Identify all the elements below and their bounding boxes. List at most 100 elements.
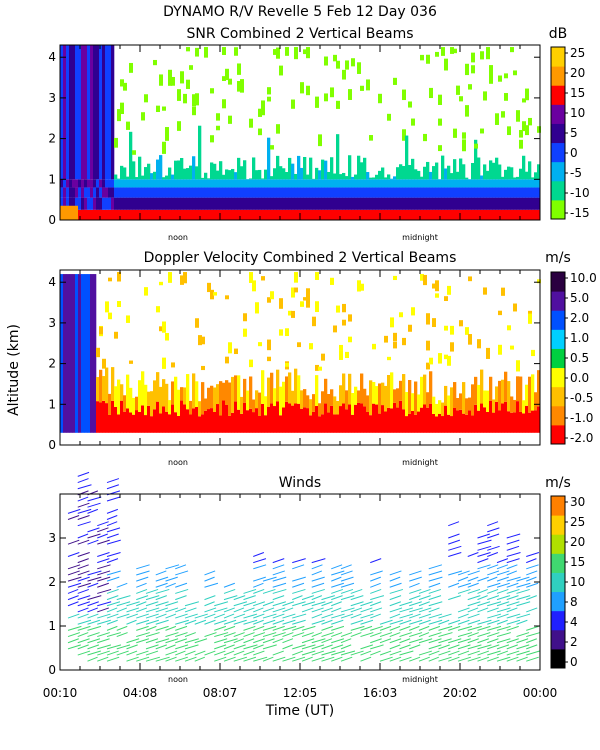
doppler-cell — [456, 410, 460, 433]
wind-barb — [126, 638, 140, 644]
snr-cell — [315, 179, 319, 188]
doppler-cell — [315, 375, 319, 407]
doppler-cell — [384, 411, 388, 433]
doppler-cell — [492, 412, 496, 433]
snr-cell — [279, 65, 283, 76]
wind-barb — [253, 588, 265, 594]
snr-cell — [444, 168, 448, 180]
wind-barb — [243, 588, 257, 594]
wind-barb — [331, 564, 343, 570]
wind-barb — [526, 644, 538, 650]
doppler-cell — [144, 384, 148, 416]
doppler-cell — [465, 414, 469, 433]
snr-cell — [270, 209, 274, 220]
doppler-cell — [312, 394, 316, 412]
snr-cell — [162, 187, 166, 198]
snr-cell — [267, 96, 271, 102]
snr-cell — [324, 209, 328, 220]
doppler-cell — [339, 385, 343, 407]
doppler-cell — [360, 373, 364, 404]
wind-barb — [233, 632, 245, 638]
wind-barb — [77, 582, 91, 588]
snr-cell — [501, 209, 505, 220]
doppler-ytick-label: 1 — [48, 397, 56, 411]
snr-cell — [429, 187, 433, 198]
snr-colorbar-label: 10 — [570, 106, 585, 120]
snr-cell — [342, 187, 346, 198]
wind-barb — [418, 619, 431, 625]
doppler-cell — [399, 312, 403, 318]
doppler-cell — [486, 390, 490, 412]
doppler-cell — [510, 396, 514, 413]
snr-cell — [345, 209, 349, 220]
doppler-cell — [297, 403, 301, 433]
snr-cell — [102, 179, 106, 188]
wind-barb — [165, 632, 179, 638]
snr-cell — [537, 126, 541, 133]
doppler-cell — [435, 403, 439, 417]
wind-barb — [175, 632, 188, 638]
wind-barb — [496, 644, 510, 650]
snr-cell — [165, 209, 169, 220]
snr-cell — [480, 197, 484, 210]
doppler-cell — [159, 413, 163, 433]
wind-barb — [126, 656, 139, 662]
snr-cell — [369, 177, 373, 180]
wind-barb — [155, 613, 167, 619]
snr-cell — [219, 179, 223, 188]
winds-colorbar-swatch — [551, 553, 565, 573]
snr-cell — [504, 169, 508, 180]
snr-cell — [222, 47, 226, 55]
doppler-cell — [225, 356, 229, 364]
doppler-cell — [186, 374, 190, 410]
wind-barb — [77, 607, 89, 613]
doppler-cell — [438, 353, 442, 364]
doppler-cell — [366, 395, 370, 412]
wind-barb — [243, 613, 258, 619]
winds-xtick-label: 08:07 — [203, 686, 238, 700]
doppler-cell — [342, 303, 346, 313]
winds-xtick-label: 20:02 — [443, 686, 478, 700]
snr-cell — [441, 47, 445, 56]
snr-cell — [441, 187, 445, 198]
wind-barb — [301, 595, 314, 601]
wind-barb — [77, 601, 90, 607]
snr-cell — [99, 187, 103, 198]
wind-barb — [272, 638, 284, 644]
snr-cell — [252, 209, 256, 220]
snr-cell — [423, 209, 427, 220]
snr-cell — [108, 45, 112, 180]
doppler-cell — [447, 355, 451, 366]
doppler-cell — [426, 340, 430, 351]
snr-cell — [261, 209, 265, 220]
doppler-cell — [96, 377, 100, 402]
snr-cell — [141, 187, 145, 198]
winds-colorbar-swatch — [551, 610, 565, 631]
doppler-cell — [132, 397, 136, 415]
snr-cell — [408, 165, 412, 180]
doppler-cell — [267, 339, 271, 351]
snr-colorbar-swatch — [551, 180, 565, 201]
wind-barb — [243, 644, 258, 650]
doppler-cell — [93, 274, 97, 433]
wind-barb — [418, 588, 431, 594]
snr-cell — [72, 205, 76, 220]
wind-barb — [467, 576, 479, 582]
snr-cell — [171, 187, 175, 198]
wind-barb — [457, 656, 471, 662]
snr-cell — [159, 74, 163, 86]
snr-cell — [444, 187, 448, 198]
doppler-cell — [288, 310, 292, 316]
snr-cell — [351, 209, 355, 220]
doppler-cell — [273, 406, 277, 433]
wind-barb — [155, 656, 170, 662]
snr-cell — [192, 156, 196, 180]
doppler-cell — [114, 386, 118, 407]
snr-cell — [489, 209, 493, 220]
snr-cell — [234, 172, 238, 180]
snr-cell — [282, 168, 286, 180]
wind-barb — [409, 644, 421, 650]
snr-cell — [219, 161, 223, 180]
wind-barb — [428, 576, 443, 582]
